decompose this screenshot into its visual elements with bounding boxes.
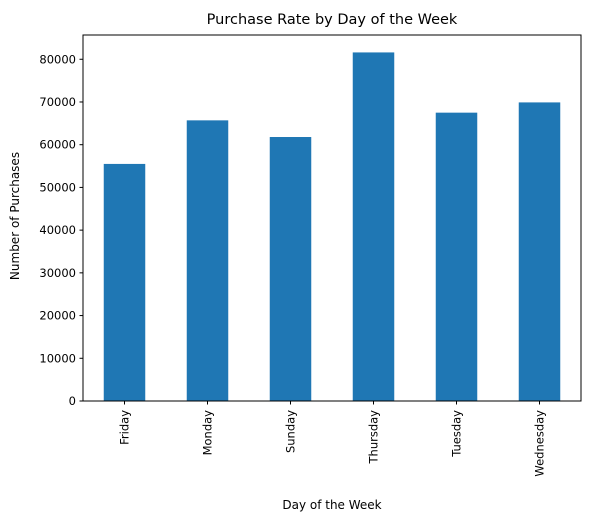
y-tick-label: 10000 (39, 351, 76, 365)
y-tick-label: 0 (69, 394, 76, 408)
bar-sunday (269, 137, 312, 401)
bar-monday (186, 120, 229, 401)
y-tick-label: 50000 (39, 180, 76, 194)
x-tick-label: Tuesday (450, 410, 464, 458)
plot-area: 0 10000 20000 30000 40000 50000 60000 70000 8000… (39, 34, 582, 477)
y-tick-label: 80000 (39, 52, 76, 66)
y-axis-label: Number of Purchases (8, 152, 22, 280)
axes-frame (82, 34, 582, 402)
y-tick-label: 20000 (39, 309, 76, 323)
y-tick-label: 70000 (39, 95, 76, 109)
y-tick-label: 40000 (39, 223, 76, 237)
bar-thursday (352, 52, 395, 402)
bar-wednesday (518, 102, 561, 401)
x-tick-label: Monday (201, 410, 215, 456)
bar-friday (103, 163, 146, 401)
y-tick-label: 60000 (39, 138, 76, 152)
x-tick-label: Thursday (367, 410, 381, 465)
x-axis-label: Day of the Week (282, 498, 381, 512)
x-tick-label: Sunday (284, 410, 298, 453)
chart-title: Purchase Rate by Day of the Week (207, 12, 458, 28)
x-tick-label: Wednesday (533, 410, 547, 477)
y-tick-label: 30000 (39, 266, 76, 280)
x-tick-label: Friday (118, 410, 132, 445)
bar-tuesday (435, 112, 478, 401)
